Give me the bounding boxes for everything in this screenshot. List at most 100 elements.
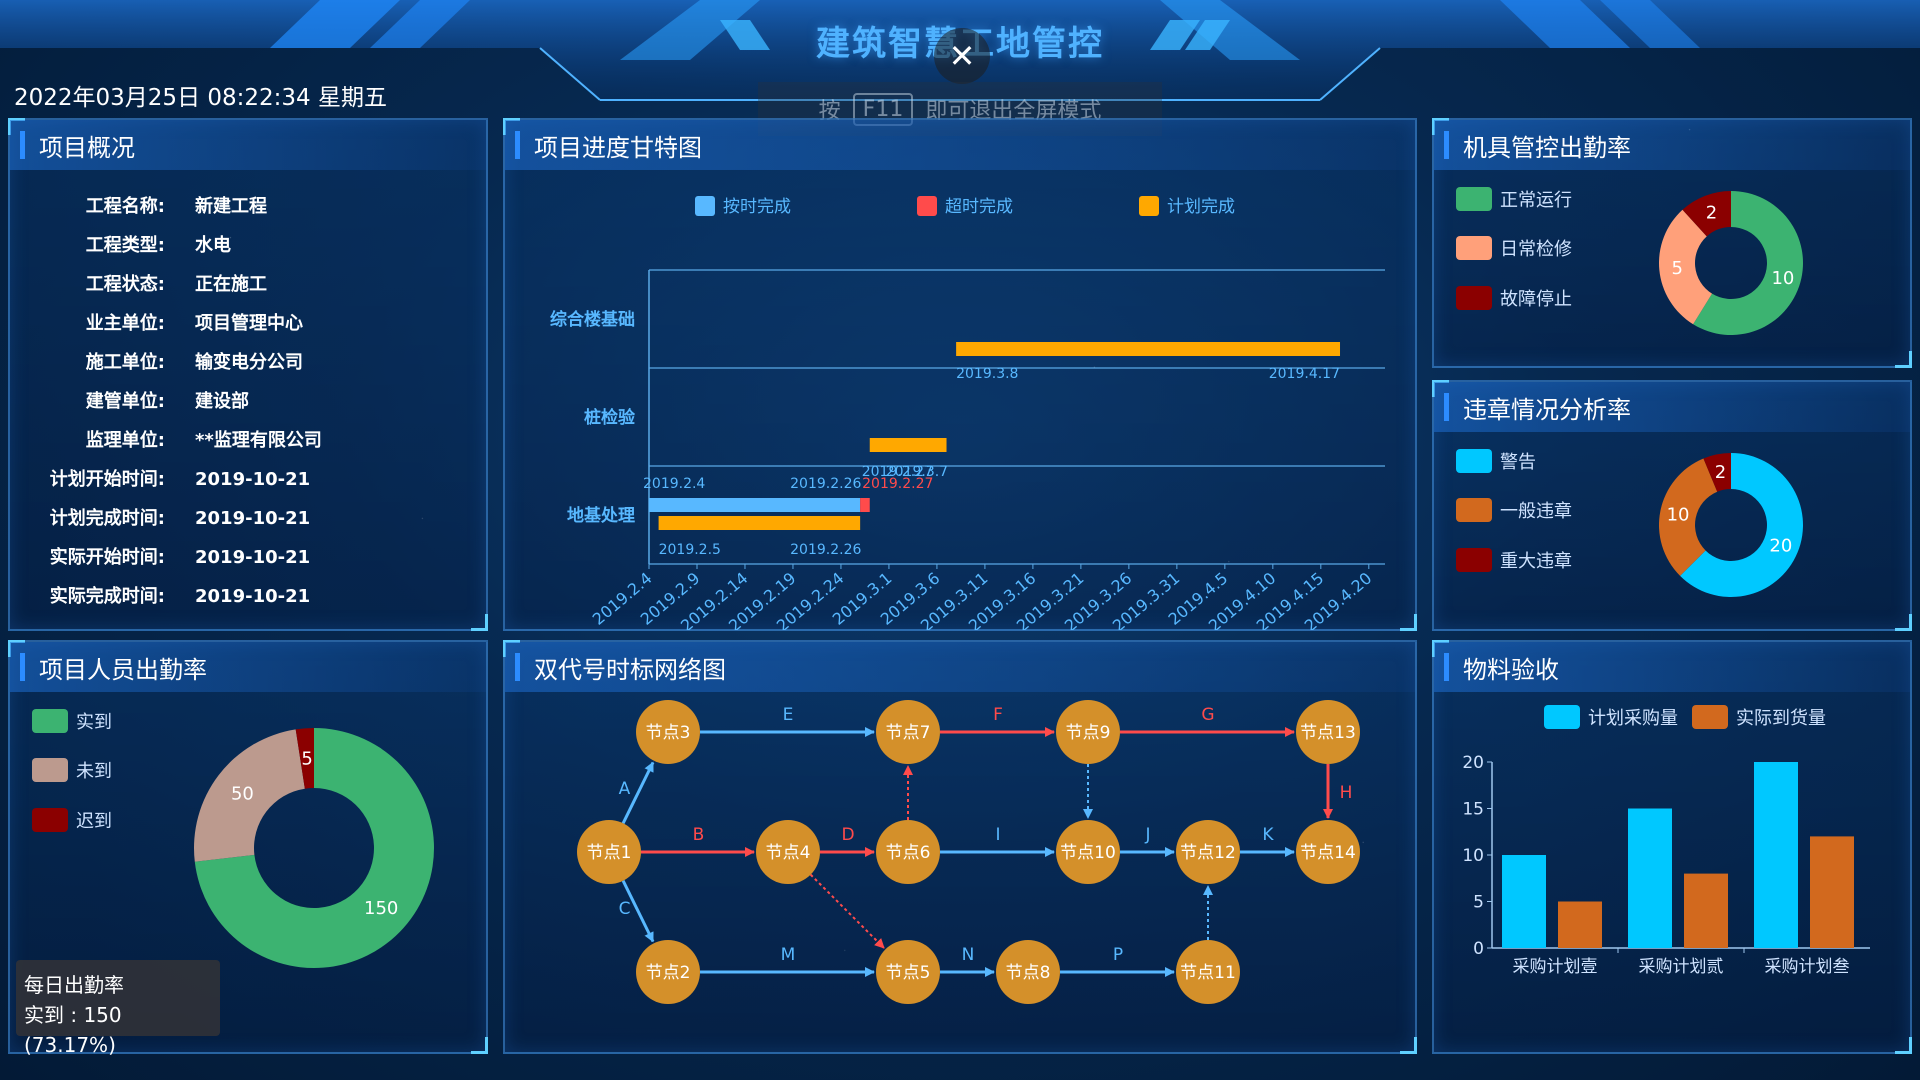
network-node[interactable]: 节点9	[1056, 700, 1120, 764]
legend-label: 一般违章	[1500, 501, 1572, 522]
donut-slice[interactable]	[1659, 209, 1713, 325]
network-edge[interactable]	[809, 873, 885, 949]
legend-maintenance[interactable]: 日常检修	[1456, 235, 1572, 261]
materials-bar[interactable]	[1558, 901, 1602, 949]
donut-value-label: 10	[1667, 504, 1690, 525]
panel-header: 项目人员出勤率	[10, 642, 486, 692]
gantt-bar-plan[interactable]	[869, 438, 947, 452]
materials-y-tick-label: 10	[1462, 846, 1484, 866]
gantt-legend-label[interactable]: 按时完成	[723, 197, 791, 217]
network-node-circle[interactable]	[876, 700, 940, 764]
network-node-circle[interactable]	[577, 820, 641, 884]
network-node[interactable]: 节点2	[636, 940, 700, 1004]
legend-normal[interactable]: 正常运行	[1456, 186, 1572, 212]
network-node[interactable]: 节点13	[1296, 700, 1360, 764]
overview-row: 计划开始时间: 2019-10-21	[10, 465, 310, 491]
network-node[interactable]: 节点10	[1056, 820, 1120, 884]
legend-present[interactable]: 实到	[32, 708, 112, 734]
legend-planned-purchase[interactable]: 计划采购量	[1544, 704, 1678, 730]
network-node[interactable]: 节点6	[876, 820, 940, 884]
materials-bar[interactable]	[1628, 808, 1672, 949]
panel-header: 项目进度甘特图	[505, 120, 1415, 170]
overview-key: 工程类型:	[85, 235, 165, 256]
gantt-legend-label[interactable]: 超时完成	[945, 197, 1013, 217]
network-node-circle[interactable]	[1056, 700, 1120, 764]
donut-slice[interactable]	[295, 728, 314, 789]
network-node-circle[interactable]	[1056, 820, 1120, 884]
overview-row: 计划完成时间: 2019-10-21	[10, 504, 310, 530]
network-node[interactable]: 节点8	[996, 940, 1060, 1004]
gantt-bar-actual[interactable]	[649, 498, 861, 512]
donut-slice[interactable]	[1703, 453, 1731, 492]
attendance-donut-chart: 150 50 5	[194, 728, 434, 968]
network-node-circle[interactable]	[1176, 820, 1240, 884]
gantt-bar-plan[interactable]	[658, 516, 861, 530]
legend-actual-delivery[interactable]: 实际到货量	[1692, 704, 1826, 730]
overview-row: 建管单位: 建设部	[10, 387, 249, 413]
attendance-tooltip: 每日出勤率 实到 : 150 (73.17%)	[16, 960, 220, 1057]
network-node-label: 节点14	[1300, 843, 1356, 863]
gantt-bar-label: 2019.3.7	[886, 464, 948, 480]
overview-value: 水电	[195, 235, 231, 256]
donut-value-label: 2	[1706, 203, 1717, 224]
network-node-circle[interactable]	[876, 820, 940, 884]
donut-slice[interactable]	[1693, 191, 1803, 335]
network-node[interactable]: 节点4	[756, 820, 820, 884]
donut-slice[interactable]	[1659, 458, 1718, 576]
network-node-circle[interactable]	[876, 940, 940, 1004]
network-node[interactable]: 节点1	[577, 820, 641, 884]
network-edge-label: B	[693, 825, 705, 845]
network-edge-label: K	[1262, 825, 1274, 845]
network-panel: 双代号时标网络图 A B C D E F G H I J K M N P 节点1 节点2 节点3 节点4 节点5 节点…	[503, 640, 1417, 1054]
materials-bar[interactable]	[1684, 873, 1728, 948]
materials-bar[interactable]	[1754, 762, 1798, 948]
legend-general-violation[interactable]: 一般违章	[1456, 497, 1572, 523]
overview-key: 建管单位:	[85, 391, 165, 412]
network-node-circle[interactable]	[1176, 940, 1240, 1004]
network-node[interactable]: 节点5	[876, 940, 940, 1004]
donut-slice[interactable]	[1680, 453, 1803, 597]
network-node-circle[interactable]	[636, 700, 700, 764]
overview-row: 工程状态: 正在施工	[10, 270, 267, 296]
legend-label: 未到	[76, 761, 112, 782]
gantt-bar-overrun[interactable]	[860, 498, 870, 512]
network-node[interactable]: 节点11	[1176, 940, 1240, 1004]
overview-key: 计划完成时间:	[49, 508, 165, 529]
network-edge[interactable]	[621, 880, 655, 943]
network-node-label: 节点7	[886, 723, 931, 743]
materials-y-tick-label: 0	[1473, 939, 1484, 959]
network-node[interactable]: 节点14	[1296, 820, 1360, 884]
legend-warning[interactable]: 警告	[1456, 448, 1536, 474]
gantt-legend-swatch[interactable]	[695, 196, 715, 216]
gantt-legend-label[interactable]: 计划完成	[1167, 197, 1235, 217]
network-node-circle[interactable]	[756, 820, 820, 884]
network-node-circle[interactable]	[1296, 820, 1360, 884]
legend-swatch	[1692, 705, 1728, 729]
donut-slice[interactable]	[194, 728, 434, 968]
legend-major-violation[interactable]: 重大违章	[1456, 547, 1572, 573]
tooltip-value: 实到 : 150 (73.17%)	[24, 1003, 122, 1057]
overview-row: 监理单位: **监理有限公司	[10, 426, 322, 452]
network-node[interactable]: 节点3	[636, 700, 700, 764]
gantt-legend-swatch[interactable]	[1139, 196, 1159, 216]
network-node-circle[interactable]	[1296, 700, 1360, 764]
materials-bar[interactable]	[1810, 836, 1854, 948]
network-edge-label: M	[781, 945, 796, 965]
network-node-circle[interactable]	[996, 940, 1060, 1004]
panel-title: 项目人员出勤率	[39, 655, 207, 684]
legend-absent[interactable]: 未到	[32, 757, 112, 783]
materials-bar[interactable]	[1502, 855, 1546, 948]
panel-header: 项目概况	[10, 120, 486, 170]
donut-slice[interactable]	[1682, 191, 1731, 237]
legend-late[interactable]: 迟到	[32, 807, 112, 833]
network-node[interactable]: 节点12	[1176, 820, 1240, 884]
donut-slice[interactable]	[194, 729, 305, 862]
gantt-bar-plan[interactable]	[956, 342, 1341, 356]
network-node[interactable]: 节点7	[876, 700, 940, 764]
legend-fault[interactable]: 故障停止	[1456, 285, 1572, 311]
network-edge[interactable]	[621, 761, 655, 824]
close-fullscreen-button[interactable]: ✕	[934, 28, 990, 84]
overview-value: 2019-10-21	[195, 586, 311, 607]
network-node-circle[interactable]	[636, 940, 700, 1004]
gantt-legend-swatch[interactable]	[917, 196, 937, 216]
